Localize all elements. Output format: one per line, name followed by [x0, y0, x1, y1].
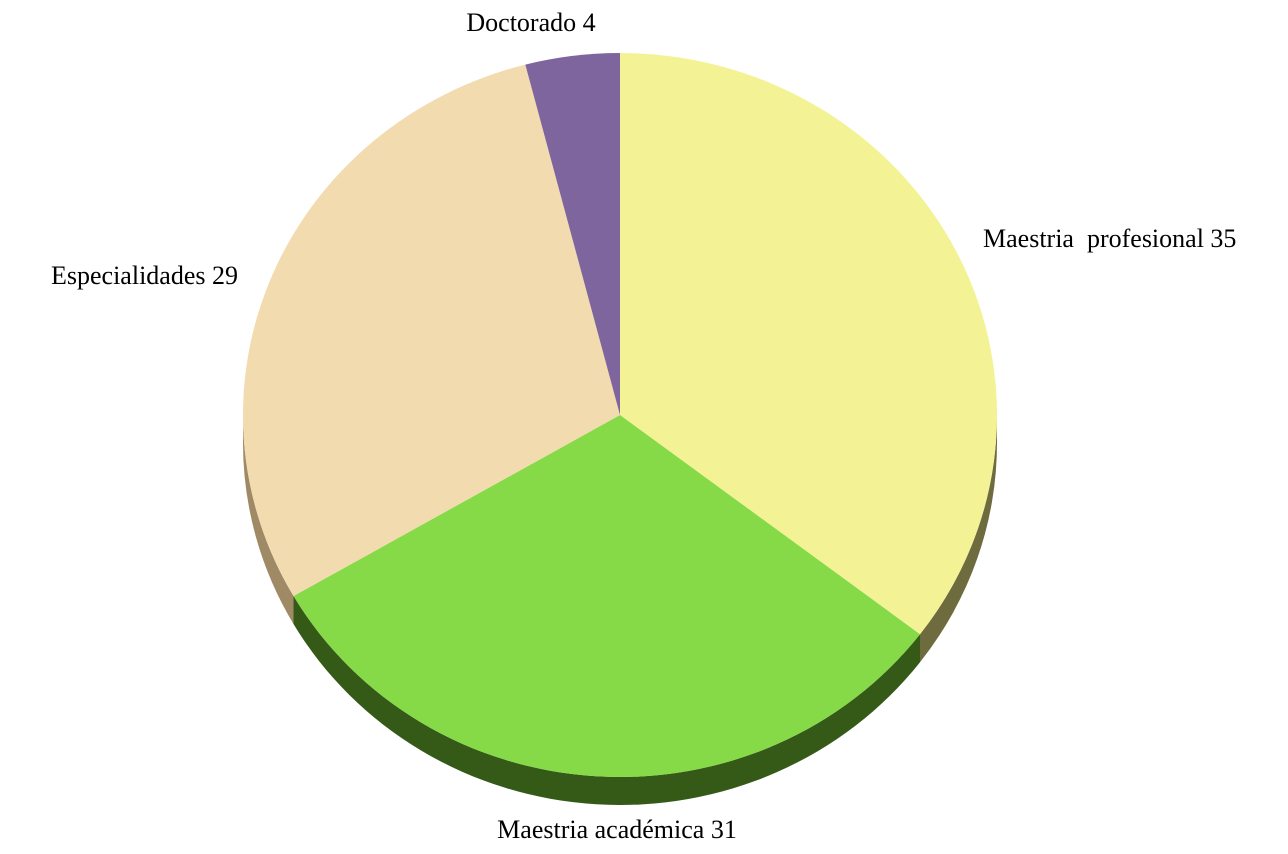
slice-label-maestria-academica: Maestria académica 31: [497, 815, 737, 844]
pie-slices: [242, 53, 997, 777]
pie-slice-maestria-profesional: [620, 53, 997, 635]
slice-label-especialidades: Especialidades 29: [51, 261, 238, 290]
slice-side-maestria-profesional: [920, 415, 997, 663]
slice-side-especialidades: [243, 415, 294, 624]
pie-labels: Maestria profesional 35 Maestria académi…: [51, 8, 1236, 844]
slice-label-doctorado: Doctorado 4: [466, 8, 595, 37]
pie-slice-doctorado: [525, 53, 620, 415]
slice-label-maestria-profesional: Maestria profesional 35: [983, 224, 1236, 253]
pie-depth: [243, 415, 997, 805]
pie-slice-maestria-academica: [293, 415, 921, 777]
pie-slice-especialidades: [242, 64, 620, 597]
slice-side-maestria-academica: [293, 596, 921, 805]
